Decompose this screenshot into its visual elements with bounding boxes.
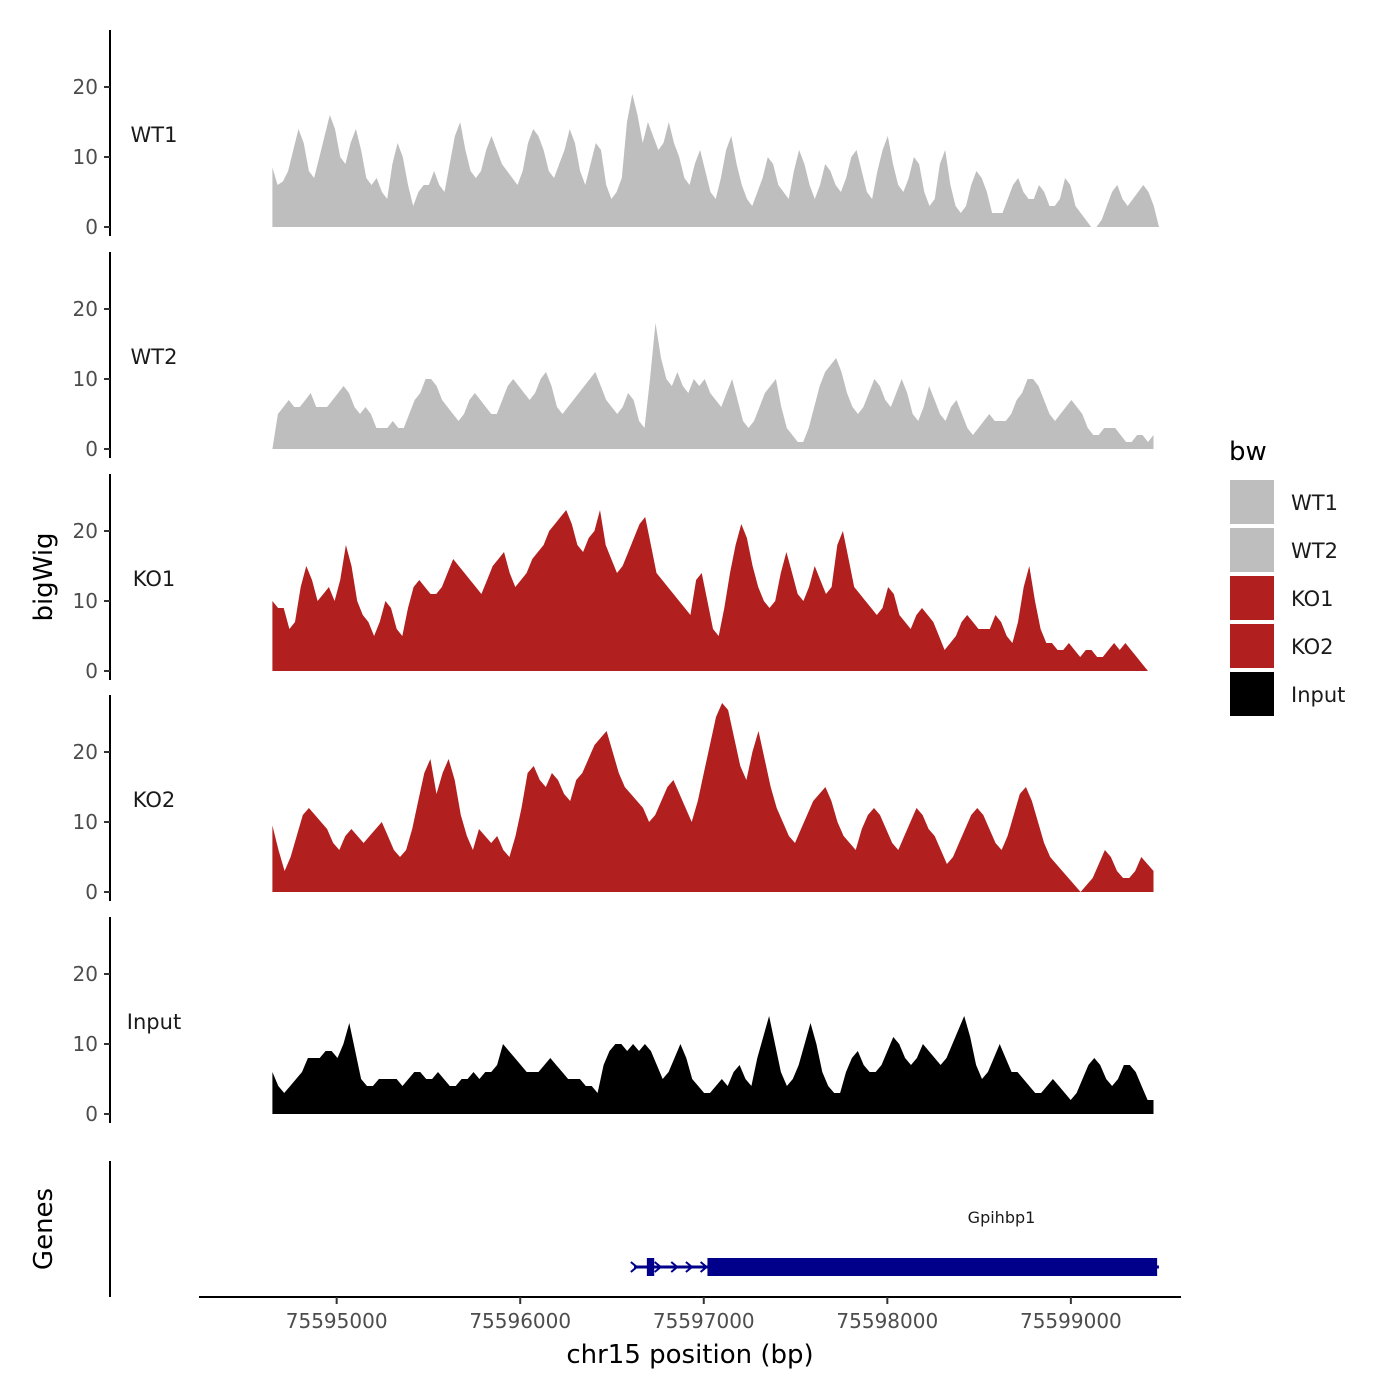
strand-arrow xyxy=(670,1261,679,1273)
legend-label-ko2: KO2 xyxy=(1291,635,1334,659)
coverage-tracks: 0 10 20 WT1 0 10 20 WT2 0 10 20 KO1 0 10 20 KO2 0 10 20 Inp… xyxy=(73,30,1159,1126)
gene-models: Gpihbp1 xyxy=(630,1208,1159,1276)
coverage-area-wt2 xyxy=(272,323,1154,449)
x-tick-label: 75595000 xyxy=(286,1309,388,1333)
legend-swatch-ko2 xyxy=(1230,624,1274,668)
y-tick-label: 0 xyxy=(85,1102,98,1126)
legend-label-wt1: WT1 xyxy=(1291,491,1338,515)
legend-label-wt2: WT2 xyxy=(1291,539,1338,563)
track-wt2: 0 10 20 WT2 xyxy=(73,252,1154,461)
gene-track-panel: Genes Gpihbp1 xyxy=(29,1161,1159,1297)
x-axis-ticks: 75595000 75596000 75597000 75598000 75599000 xyxy=(286,1297,1122,1333)
y-tick-label: 0 xyxy=(85,659,98,683)
strand-arrow xyxy=(685,1261,694,1273)
y-tick-label: 10 xyxy=(73,145,98,169)
legend-title: bw xyxy=(1229,437,1267,467)
y-tick-label: 10 xyxy=(73,810,98,834)
x-tick-label: 75598000 xyxy=(836,1309,938,1333)
y-tick-label: 0 xyxy=(85,880,98,904)
x-axis-title: chr15 position (bp) xyxy=(566,1340,813,1370)
y-tick-label: 20 xyxy=(73,297,98,321)
y-tick-label: 20 xyxy=(73,962,98,986)
legend-swatch-wt1 xyxy=(1230,480,1274,524)
strand-arrow xyxy=(699,1261,709,1273)
x-tick-label: 75597000 xyxy=(653,1309,755,1333)
legend-label-input: Input xyxy=(1291,683,1345,707)
legend-label-ko1: KO1 xyxy=(1291,587,1334,611)
gene-name-label: Gpihbp1 xyxy=(968,1208,1036,1227)
y-tick-label: 10 xyxy=(73,589,98,613)
track-label: WT2 xyxy=(131,345,178,369)
strand-arrow xyxy=(630,1261,639,1273)
gene-track-title: Genes xyxy=(29,1188,59,1270)
track-ko2: 0 10 20 KO2 xyxy=(73,695,1154,904)
legend-swatch-wt2 xyxy=(1230,528,1274,572)
y-tick-label: 10 xyxy=(73,1032,98,1056)
y-tick-label: 0 xyxy=(85,215,98,239)
y-tick-label: 20 xyxy=(73,75,98,99)
track-label: KO2 xyxy=(133,788,176,812)
legend-swatch-input xyxy=(1230,672,1274,716)
y-tick-label: 10 xyxy=(73,367,98,391)
x-axis: 75595000 75596000 75597000 75598000 75599000… xyxy=(199,1296,1181,1370)
y-tick-label: 20 xyxy=(73,740,98,764)
coverage-area-ko2 xyxy=(272,703,1154,892)
track-label: KO1 xyxy=(133,567,176,591)
track-wt1: 0 10 20 WT1 xyxy=(73,30,1159,239)
legend: bw WT1 WT2 KO1 KO2 Input xyxy=(1229,437,1345,716)
track-label: WT1 xyxy=(131,123,178,147)
y-axis-title: bigWig xyxy=(29,532,59,621)
track-input: 0 10 20 Input xyxy=(73,917,1154,1126)
track-label: Input xyxy=(127,1010,181,1034)
coverage-area-wt1 xyxy=(272,94,1159,227)
gene-exon xyxy=(646,1258,655,1276)
gene-exon xyxy=(707,1258,1158,1276)
y-tick-label: 0 xyxy=(85,437,98,461)
x-tick-label: 75596000 xyxy=(469,1309,571,1333)
track-ko1: 0 10 20 KO1 xyxy=(73,474,1148,683)
y-tick-label: 20 xyxy=(73,519,98,543)
coverage-area-ko1 xyxy=(272,510,1148,671)
strand-arrow xyxy=(654,1261,663,1273)
legend-swatch-ko1 xyxy=(1230,576,1274,620)
coverage-area-input xyxy=(272,1016,1154,1114)
legend-items: WT1 WT2 KO1 KO2 Input xyxy=(1230,480,1345,716)
x-tick-label: 75599000 xyxy=(1020,1309,1122,1333)
